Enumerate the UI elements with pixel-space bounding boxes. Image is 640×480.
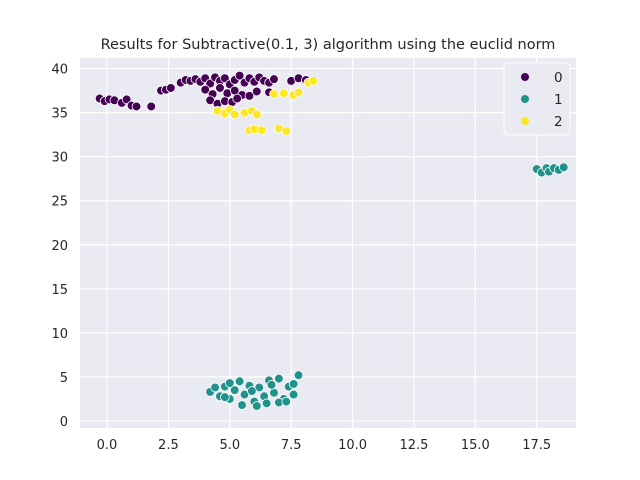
point-series-1	[251, 401, 262, 411]
point-series-0	[200, 84, 211, 95]
point-series-1	[229, 385, 240, 395]
point-series-0	[251, 86, 262, 97]
legend-marker-0	[521, 73, 529, 81]
point-series-2	[281, 126, 292, 136]
point-series-1	[269, 387, 279, 398]
y-tick-label: 5	[60, 371, 68, 386]
x-tick-label: 10.0	[338, 438, 367, 453]
legend-label-0: 0	[554, 70, 563, 86]
grid-lines	[80, 58, 576, 428]
y-tick-label: 25	[51, 195, 68, 210]
point-series-0	[131, 101, 142, 112]
y-tick-label: 10	[51, 327, 68, 342]
legend-marker-2	[521, 117, 529, 125]
point-series-0	[215, 83, 225, 93]
point-series-0	[205, 78, 215, 89]
point-series-2	[279, 88, 289, 99]
point-series-0	[234, 70, 245, 81]
point-series-0	[121, 94, 132, 105]
point-series-0	[244, 91, 255, 101]
legend-box	[503, 62, 571, 136]
legend: 0 1 2	[503, 62, 571, 136]
data-points	[94, 70, 569, 411]
point-series-1	[293, 370, 304, 380]
point-series-1	[288, 389, 299, 400]
point-series-1	[234, 376, 245, 387]
plot-area	[80, 58, 576, 428]
y-tick-label: 15	[51, 283, 68, 298]
x-tick-label: 15.0	[461, 438, 490, 453]
point-series-2	[229, 109, 240, 120]
y-axis-ticks: 0 5 10 15 20 25 30 35 40	[51, 63, 68, 430]
point-series-2	[256, 125, 267, 136]
y-tick-label: 30	[51, 151, 68, 166]
legend-label-2: 2	[554, 114, 563, 130]
point-series-2	[269, 89, 279, 99]
point-series-2	[308, 76, 319, 86]
point-series-0	[166, 83, 176, 93]
point-series-1	[288, 379, 299, 389]
point-series-1	[247, 386, 257, 396]
point-series-0	[146, 101, 157, 112]
y-tick-label: 40	[51, 63, 68, 78]
legend-marker-1	[521, 95, 529, 103]
legend-label-1: 1	[554, 92, 563, 108]
point-series-1	[274, 373, 284, 384]
point-series-2	[251, 109, 262, 120]
point-series-1	[261, 398, 272, 409]
x-tick-label: 0.0	[97, 438, 118, 453]
point-series-0	[269, 74, 279, 84]
point-series-0	[220, 73, 230, 84]
x-tick-label: 2.5	[158, 438, 179, 453]
chart-title: Results for Subtractive(0.1, 3) algorith…	[101, 37, 556, 53]
y-tick-label: 20	[51, 239, 68, 254]
x-tick-label: 17.5	[522, 438, 551, 453]
point-series-1	[210, 382, 220, 393]
point-series-1	[281, 396, 292, 407]
x-axis-ticks: 0.0 2.5 5.0 7.5 10.0 12.5 15.0 17.5	[97, 438, 552, 453]
y-tick-label: 0	[60, 415, 68, 430]
point-series-1	[266, 380, 277, 390]
x-tick-label: 5.0	[219, 438, 240, 453]
point-series-2	[293, 87, 304, 98]
point-series-1	[220, 392, 230, 402]
point-series-1	[558, 162, 569, 173]
y-tick-label: 35	[51, 107, 68, 122]
x-tick-label: 12.5	[399, 438, 428, 453]
point-series-0	[232, 93, 242, 104]
point-series-1	[237, 400, 247, 410]
point-series-1	[224, 378, 235, 388]
x-tick-label: 7.5	[281, 438, 302, 453]
